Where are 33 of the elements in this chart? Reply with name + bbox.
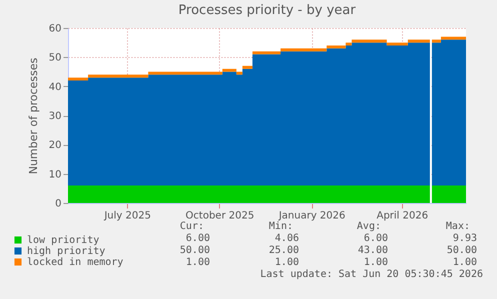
legend-label: high priority: [27, 246, 106, 257]
x-tick-label: October 2025: [186, 210, 254, 222]
y-tick-label: 40: [48, 82, 62, 93]
text: 9.93: [452, 233, 477, 245]
chart-title: Processes priority - by year: [178, 3, 356, 18]
y-axis-title: Number of processes: [26, 57, 40, 174]
text: 50.00: [180, 245, 210, 257]
y-tick-label: 10: [48, 169, 62, 180]
text: 50.00: [446, 245, 477, 257]
legend-label: low priority: [27, 235, 100, 246]
text: Max:: [446, 221, 470, 233]
text: Last update: Sat Jun 20 05:30:45 2026: [260, 269, 483, 281]
text: 1.00: [364, 257, 388, 269]
y-tick-label: 60: [48, 24, 62, 34]
text: 4.06: [274, 233, 299, 245]
text: 6.00: [364, 233, 388, 245]
y-tick-label: 30: [48, 111, 62, 122]
y-tick-label: 0: [55, 198, 62, 210]
text: Min:: [268, 221, 293, 233]
text: 1.00: [274, 257, 299, 269]
x-tick-label: July 2025: [103, 210, 151, 222]
text: Cur:: [180, 221, 204, 233]
y-tick-label: 50: [48, 52, 62, 64]
legend-label: locked in memory: [27, 257, 124, 268]
text: 43.00: [358, 245, 388, 257]
y-tick-label: 20: [48, 140, 62, 152]
text: 25.00: [268, 245, 299, 257]
text: 6.00: [186, 233, 210, 245]
text: 1.00: [452, 257, 477, 269]
x-tick-label: January 2026: [278, 210, 346, 222]
x-tick-label: April 2026: [376, 210, 428, 222]
text: Avg:: [356, 221, 381, 233]
text: 1.00: [186, 257, 210, 269]
